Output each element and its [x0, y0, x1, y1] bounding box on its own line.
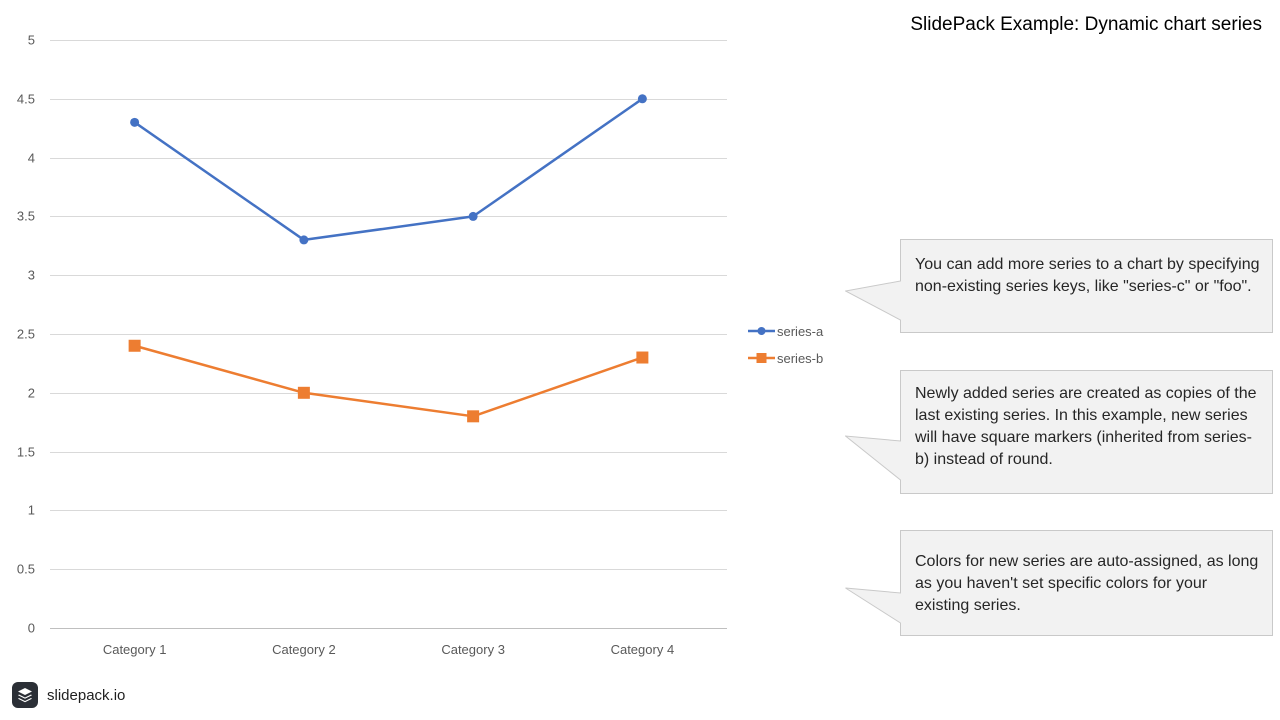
y-tick-label: 2.5: [17, 327, 35, 342]
callout-3-text: Colors for new series are auto-assigned,…: [915, 553, 1259, 614]
y-tick-label: 5: [28, 33, 35, 48]
layers-icon: [12, 682, 38, 708]
y-tick-label: 4.5: [17, 92, 35, 107]
slide-title: SlidePack Example: Dynamic chart series: [910, 14, 1262, 35]
x-tick-label: Category 2: [272, 642, 336, 657]
callout-1: You can add more series to a chart by sp…: [845, 239, 1275, 334]
brand-name: slidepack.io: [47, 686, 126, 704]
legend-marker: [756, 353, 767, 363]
callout-2: Newly added series are created as copies…: [845, 370, 1275, 495]
series-b-line: [134, 344, 643, 418]
callout-3: Colors for new series are auto-assigned,…: [845, 530, 1275, 637]
y-tick-label: 3.5: [17, 209, 35, 224]
y-tick-label: 3: [28, 268, 35, 283]
x-tick-label: Category 1: [103, 642, 167, 657]
y-tick-label: 2: [28, 386, 35, 401]
series-b-point: [128, 339, 141, 352]
legend-marker: [757, 327, 766, 335]
line-chart: 0 0.5 1 1.5 2 2.5 3 3.5 4 4.5 5 Category 1 Category …: [17, 33, 824, 658]
callout-2-text: Newly added series are created as copies…: [915, 385, 1257, 468]
legend-label: series-b: [777, 351, 823, 366]
brand-logo: slidepack.io: [12, 682, 125, 708]
y-tick-label: 0.5: [17, 562, 35, 577]
callout-shape: [845, 239, 1273, 333]
series-b-point: [297, 386, 310, 399]
y-tick-label: 1: [28, 503, 35, 518]
callout-shape: [845, 370, 1273, 494]
series-a-line: [133, 97, 644, 242]
y-tick-label: 1.5: [17, 445, 35, 460]
series-a-point: [468, 211, 478, 221]
x-tick-label: Category 4: [611, 642, 675, 657]
series-b-point: [636, 351, 649, 364]
y-tick-label: 4: [28, 151, 35, 166]
y-tick-label: 0: [28, 621, 35, 636]
series-a-point: [637, 94, 647, 104]
series-b-point: [467, 410, 480, 423]
series-a-point: [130, 117, 140, 127]
legend-label: series-a: [777, 324, 824, 339]
x-tick-label: Category 3: [441, 642, 505, 657]
callout-1-text: You can add more series to a chart by sp…: [915, 256, 1260, 295]
callout-shape: [845, 530, 1273, 636]
series-a-point: [299, 235, 309, 245]
